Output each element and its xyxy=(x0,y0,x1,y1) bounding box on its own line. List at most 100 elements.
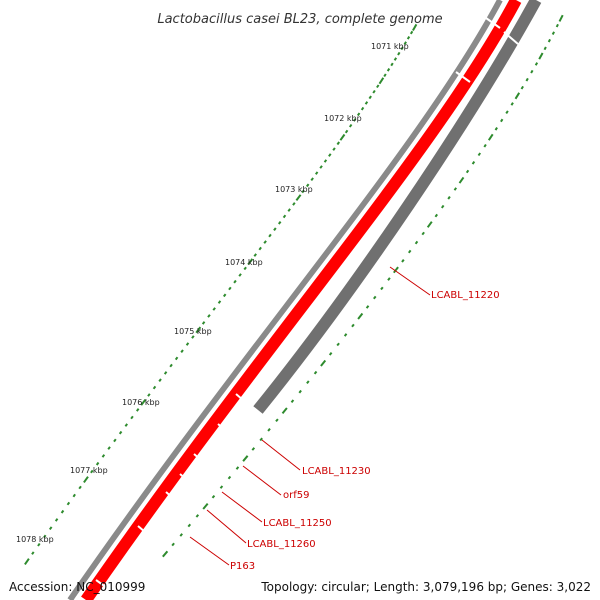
major-tick xyxy=(162,550,169,558)
minor-tick xyxy=(380,286,384,291)
minor-tick xyxy=(386,68,391,72)
major-tick xyxy=(378,77,385,85)
minor-tick xyxy=(72,493,76,498)
minor-tick xyxy=(273,227,277,231)
minor-tick xyxy=(547,38,551,43)
minor-tick xyxy=(171,542,175,547)
minor-tick xyxy=(305,183,310,188)
minor-tick xyxy=(510,102,514,106)
major-tick xyxy=(295,194,302,201)
minor-tick xyxy=(387,277,391,281)
minor-tick xyxy=(551,31,555,35)
major-tick xyxy=(357,312,364,320)
minor-tick xyxy=(223,293,227,298)
minor-tick xyxy=(390,62,394,67)
forward-strand-track xyxy=(81,0,522,600)
gene-label-lcabl-11250: LCABL_11250 xyxy=(263,518,332,529)
accession-text: Accession: NC_010999 xyxy=(9,580,146,594)
major-tick xyxy=(281,407,288,415)
minor-tick xyxy=(500,118,504,123)
tick-label-1077: 1077 kbp xyxy=(70,466,108,475)
minor-tick xyxy=(169,363,173,368)
minor-tick xyxy=(406,36,411,40)
minor-tick xyxy=(301,189,305,194)
minor-tick xyxy=(136,408,140,412)
minor-tick xyxy=(364,101,369,105)
major-tick xyxy=(412,23,418,31)
major-tick xyxy=(320,359,327,367)
minor-tick xyxy=(201,321,206,325)
minor-tick xyxy=(174,356,179,361)
minor-tick xyxy=(409,30,414,35)
minor-tick xyxy=(187,523,192,528)
minor-tick xyxy=(90,469,94,474)
major-tick xyxy=(393,266,399,274)
major-tick xyxy=(426,221,433,228)
minor-tick xyxy=(235,466,240,470)
minor-tick xyxy=(118,430,123,435)
minor-tick xyxy=(124,423,128,427)
gene-leader-lines xyxy=(189,266,431,566)
minor-tick xyxy=(453,187,458,191)
minor-tick xyxy=(323,159,328,163)
major-tick xyxy=(24,558,30,565)
minor-tick xyxy=(356,112,361,117)
minor-tick xyxy=(407,249,412,254)
minor-tick xyxy=(158,378,162,382)
minor-tick xyxy=(233,279,237,284)
backbone-ring xyxy=(67,0,503,600)
minor-tick xyxy=(54,518,59,522)
gene-label-lcabl-11230: LCABL_11230 xyxy=(302,466,371,477)
minor-tick xyxy=(259,437,263,442)
minor-tick xyxy=(211,494,216,499)
minor-tick xyxy=(440,204,445,209)
forward-strand-gaps xyxy=(95,17,501,591)
minor-tick xyxy=(471,161,476,165)
minor-tick xyxy=(113,438,117,443)
tick-label-1078: 1078 kbp xyxy=(16,535,54,544)
gene-labels: LCABL_11220 LCABL_11230 orf59 LCABL_1125… xyxy=(230,290,500,572)
minor-tick xyxy=(253,253,257,257)
minor-tick xyxy=(195,514,200,518)
minor-tick xyxy=(400,46,404,51)
minor-tick xyxy=(534,62,539,66)
minor-tick xyxy=(243,266,247,271)
minor-tick xyxy=(368,95,372,100)
minor-tick xyxy=(401,259,405,263)
major-tick xyxy=(514,92,521,100)
coordinate-ticks xyxy=(24,23,418,565)
minor-tick xyxy=(185,342,190,346)
major-tick xyxy=(487,133,494,141)
major-tick xyxy=(558,14,564,22)
minor-tick xyxy=(60,509,65,514)
gene-label-orf59: orf59 xyxy=(283,490,309,501)
minor-tick xyxy=(43,534,47,539)
minor-tick xyxy=(191,335,195,339)
tick-label-1072: 1072 kbp xyxy=(324,114,362,123)
minor-tick xyxy=(351,323,355,328)
minor-tick xyxy=(393,57,398,61)
minor-tick xyxy=(263,240,267,244)
tick-label-1074: 1074 kbp xyxy=(225,258,263,267)
minor-tick xyxy=(310,177,314,181)
minor-tick xyxy=(238,273,242,277)
major-tick xyxy=(339,133,346,141)
gene-label-p163: P163 xyxy=(230,561,255,572)
minor-tick xyxy=(48,526,53,530)
minor-tick xyxy=(207,314,211,318)
gene-ticks xyxy=(162,14,564,558)
minor-tick xyxy=(434,213,439,218)
minor-tick xyxy=(421,231,425,236)
tick-label-1073: 1073 kbp xyxy=(275,185,313,194)
major-tick xyxy=(202,502,209,510)
minor-tick xyxy=(465,169,470,174)
minor-tick xyxy=(219,485,224,489)
minor-tick xyxy=(95,461,100,466)
minor-tick xyxy=(397,51,401,56)
minor-tick xyxy=(298,389,302,394)
minor-tick xyxy=(268,233,272,238)
minor-tick xyxy=(180,349,184,353)
minor-tick xyxy=(373,295,377,300)
minor-tick xyxy=(344,129,349,134)
major-tick xyxy=(242,455,249,462)
